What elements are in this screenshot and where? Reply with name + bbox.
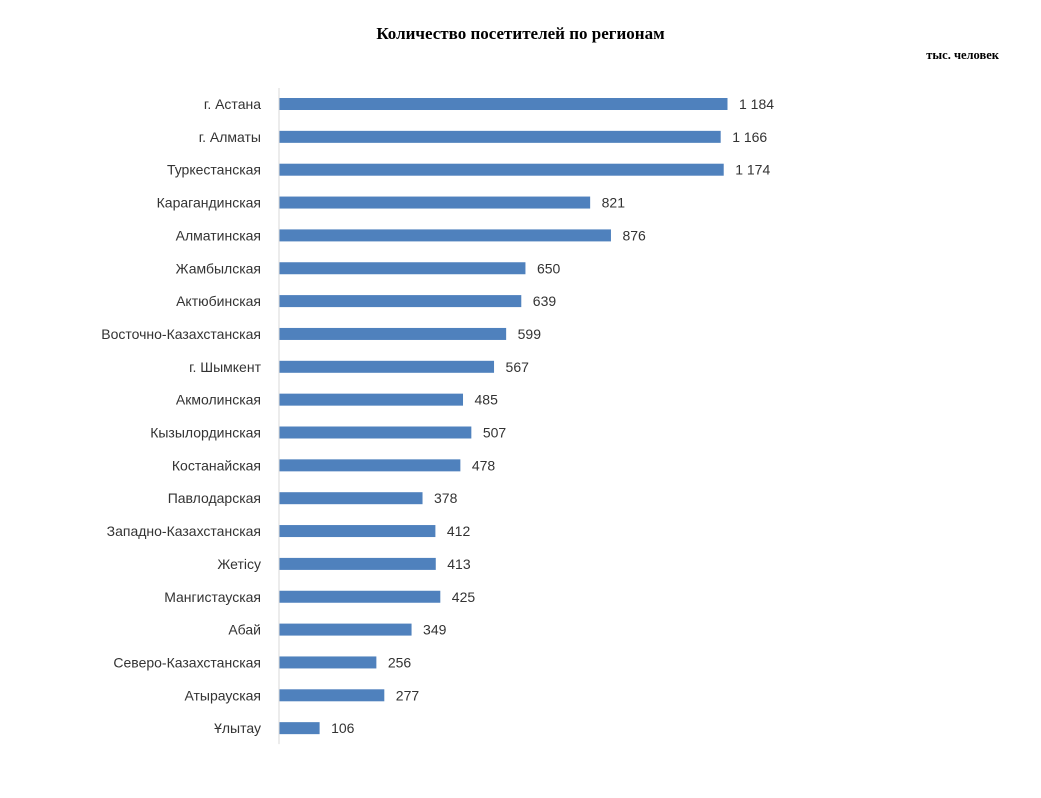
bar <box>279 525 436 538</box>
value-label: 507 <box>483 425 507 441</box>
category-label: Акмолинская <box>176 392 261 408</box>
bar <box>279 393 464 406</box>
category-label: Западно-Казахстанская <box>107 523 261 539</box>
value-label: 413 <box>447 556 471 572</box>
value-label: 567 <box>506 359 530 375</box>
unit-label: тыс. человек <box>926 48 999 62</box>
category-label: Жамбылская <box>176 260 261 276</box>
category-label: Актюбинская <box>176 293 261 309</box>
category-label: Северо-Казахстанская <box>113 654 261 670</box>
bar <box>279 360 495 373</box>
value-label: 1 174 <box>735 162 770 178</box>
category-label: г. Шымкент <box>189 359 261 375</box>
value-label: 1 166 <box>732 129 767 145</box>
bar <box>279 229 611 242</box>
bar <box>279 130 721 143</box>
value-label: 378 <box>434 490 458 506</box>
value-label: 485 <box>475 392 499 408</box>
bar <box>279 426 472 439</box>
category-label: Туркестанская <box>167 162 261 178</box>
bar <box>279 98 728 110</box>
category-label: г. Астана <box>204 96 261 112</box>
bar <box>279 557 436 570</box>
value-label: 639 <box>533 293 557 309</box>
category-label: г. Алматы <box>199 129 261 145</box>
bar <box>279 459 461 472</box>
bar <box>279 327 507 340</box>
category-label: Мангистауская <box>164 589 261 605</box>
category-label: Атырауская <box>184 687 261 703</box>
value-label: 821 <box>602 195 626 211</box>
bar <box>279 492 423 505</box>
bar <box>279 163 724 176</box>
value-label: 106 <box>331 720 355 736</box>
category-label: Павлодарская <box>168 490 261 506</box>
category-label: Костанайская <box>172 457 261 473</box>
value-label: 349 <box>423 622 447 638</box>
category-label: Карагандинская <box>157 195 261 211</box>
value-label: 650 <box>537 260 561 276</box>
bar <box>279 196 591 209</box>
value-label: 478 <box>472 457 496 473</box>
category-label: Ұлытау <box>214 720 261 736</box>
bar <box>279 689 385 702</box>
value-label: 599 <box>518 326 542 342</box>
bar <box>279 722 320 735</box>
value-label: 1 184 <box>739 96 774 112</box>
value-label: 256 <box>388 654 412 670</box>
category-label: Алматинская <box>176 227 261 243</box>
category-label: Абай <box>228 622 261 638</box>
category-label: Кызылординская <box>150 425 261 441</box>
bar <box>279 262 526 275</box>
category-label: Восточно-Казахстанская <box>101 326 261 342</box>
bar <box>279 623 412 636</box>
bar <box>279 590 441 603</box>
bar <box>279 295 522 308</box>
category-label: Жетісу <box>217 556 261 572</box>
value-label: 412 <box>447 523 471 539</box>
value-label: 277 <box>396 687 420 703</box>
chart-title: Количество посетителей по регионам <box>376 24 665 43</box>
bar <box>279 656 377 669</box>
value-label: 876 <box>622 227 646 243</box>
value-label: 425 <box>452 589 476 605</box>
